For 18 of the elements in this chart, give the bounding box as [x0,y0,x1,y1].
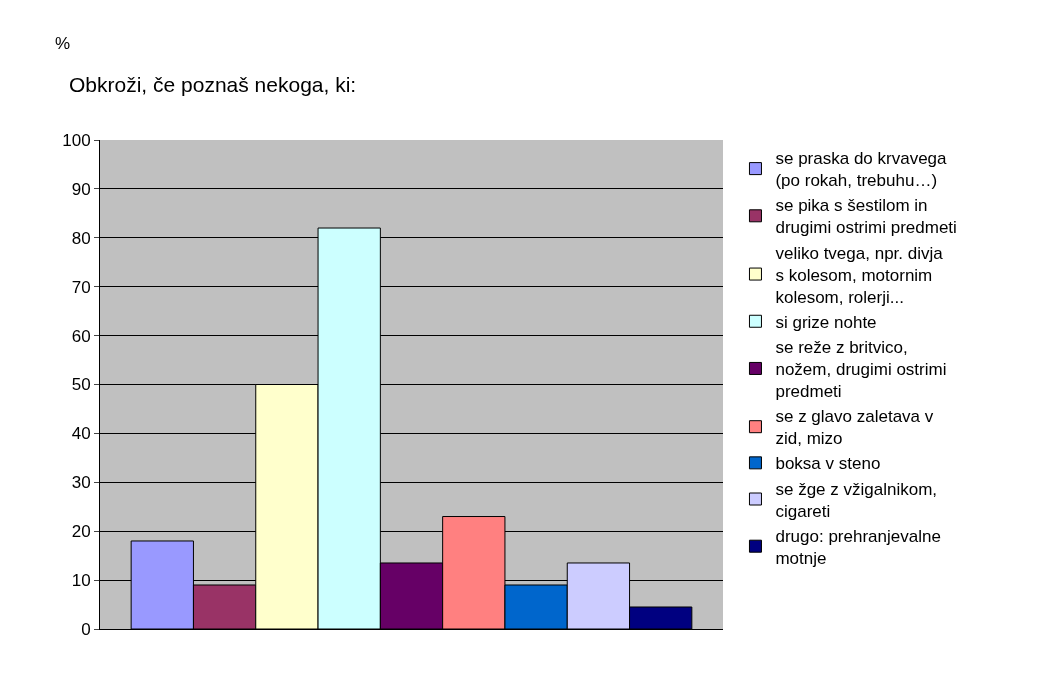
chart-title: Obkroži, če poznaš nekoga, ki: [69,72,357,96]
legend-label: si grize nohte [775,312,877,332]
y-tick-label: 70 [71,277,91,297]
y-tick-label: 40 [71,424,91,444]
y-tick-label: 90 [71,179,91,199]
y-tick-label: 100 [62,130,91,150]
y-tick-label: 50 [71,375,91,395]
y-tick-label: 0 [81,619,91,639]
legend-label: veliko tvega, npr. divja s kolesom, motornim kolesom, rolerji... [775,243,944,307]
y-tick-label: 60 [71,326,91,346]
y-tick-label: 80 [71,228,91,248]
y-tick-label: 10 [71,571,91,591]
y-axis-title: % [55,34,71,53]
legend-label: drugo: prehranjevalne motnje [775,526,941,568]
y-tick-label: 20 [71,522,91,542]
legend-label: boksa v steno [775,454,881,474]
legend-label: se praska do krvavega (po rokah, trebuhu…) [775,149,948,191]
y-tick-label: 30 [71,473,91,493]
